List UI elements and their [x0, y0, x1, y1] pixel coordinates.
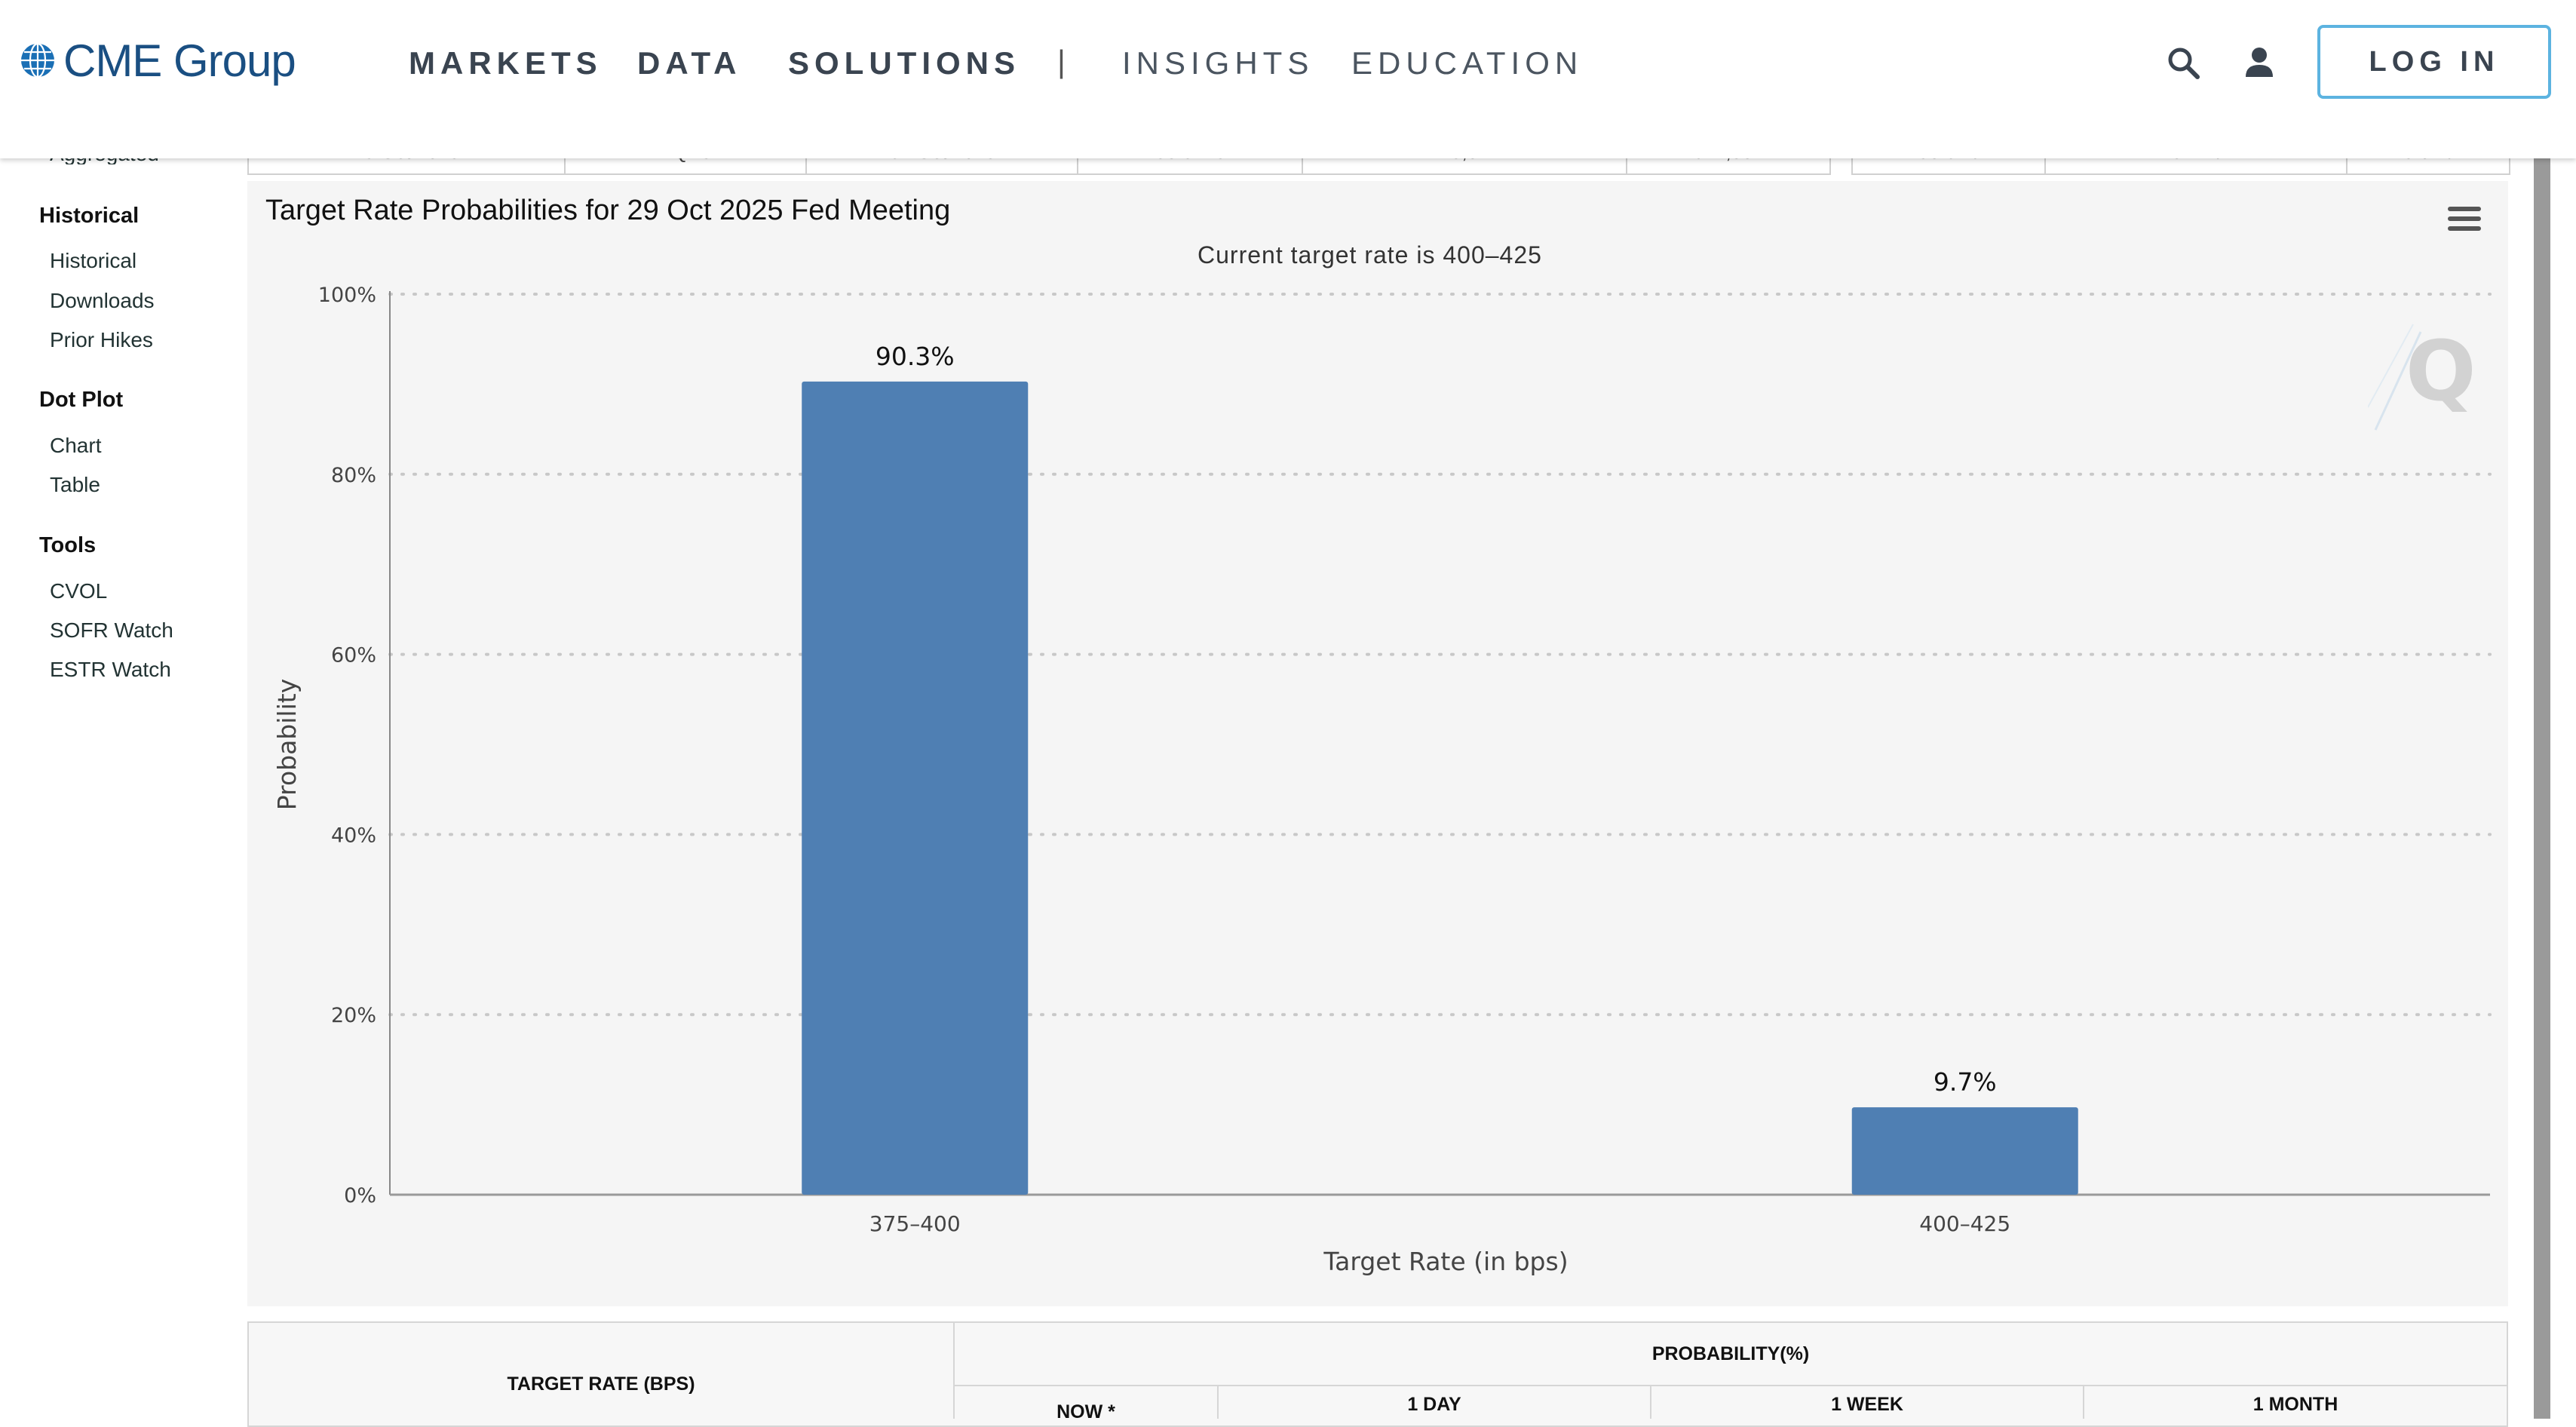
table-divider [953, 1385, 2507, 1386]
site-header: CME Group MARKETS DATA SOLUTIONS | INSIG… [0, 0, 2576, 158]
1-week-header: 1 WEEK [1831, 1394, 1903, 1415]
x-tick-label: 375–400 [869, 1211, 961, 1236]
y-tick-label: 20% [331, 1004, 376, 1027]
cme-logo[interactable]: CME Group [20, 35, 296, 86]
sidebar-item-chart[interactable]: Chart [50, 434, 102, 457]
user-icon[interactable] [2238, 42, 2280, 84]
sidebar-item-estr-watch[interactable]: ESTR Watch [50, 658, 171, 681]
1-month-header: 1 MONTH [2252, 1394, 2338, 1415]
sidebar-item-sofr-watch[interactable]: SOFR Watch [50, 618, 173, 642]
bar-375–400 [802, 381, 1029, 1195]
login-button[interactable]: LOG IN [2317, 25, 2551, 99]
chart-title: Target Rate Probabilities for 29 Oct 202… [265, 195, 951, 226]
table-divider [953, 1323, 955, 1419]
table-divider [2083, 1385, 2084, 1419]
target-rate-header: TARGET RATE (BPS) [507, 1373, 695, 1395]
chart-panel [247, 181, 2508, 1306]
sidebar-section-dot-plot: Dot Plot [39, 388, 124, 412]
1-day-header: 1 DAY [1407, 1394, 1461, 1415]
logo-text: CME Group [63, 35, 296, 86]
sidebar-item-historical[interactable]: Historical [50, 249, 137, 272]
y-axis-title: Probability [272, 679, 302, 810]
nav-data[interactable]: DATA [637, 45, 742, 81]
x-tick-label: 400–425 [1919, 1211, 2010, 1236]
probability-table [247, 1321, 2508, 1427]
page-scrollbar[interactable] [2534, 158, 2550, 1419]
globe-logo-icon [21, 42, 54, 78]
search-icon[interactable] [2163, 42, 2205, 84]
y-tick-label: 100% [318, 284, 376, 307]
nav-separator: | [1057, 44, 1066, 79]
probability-header: PROBABILITY(%) [1651, 1343, 1810, 1364]
sidebar-item-cvol[interactable]: CVOL [50, 579, 108, 603]
x-axis-title: Target Rate (in bps) [1323, 1247, 1568, 1276]
sidebar-section-historical: Historical [39, 204, 140, 228]
bar-400–425 [1851, 1107, 2078, 1195]
nav-education[interactable]: EDUCATION [1351, 45, 1584, 81]
y-tick-label: 60% [331, 644, 376, 667]
y-tick-label: 80% [331, 464, 376, 487]
y-tick-label: 0% [344, 1184, 376, 1208]
nav-solutions[interactable]: SOLUTIONS [788, 45, 1021, 81]
table-divider [1217, 1385, 1219, 1419]
quikstrike-watermark-icon: Q [2368, 323, 2473, 431]
nav-markets[interactable]: MARKETS [409, 45, 603, 81]
sidebar-section-tools: Tools [39, 533, 97, 557]
nav-insights[interactable]: INSIGHTS [1122, 45, 1314, 81]
now-header: NOW * [1056, 1401, 1115, 1422]
data-label: 9.7% [1934, 1067, 1997, 1097]
chart-menu-icon[interactable] [2448, 205, 2481, 232]
sidebar-item-table[interactable]: Table [50, 473, 100, 496]
y-tick-label: 40% [331, 824, 376, 847]
chart-subtitle: Current target rate is 400–425 [1198, 241, 1542, 269]
sidebar-item-prior-hikes[interactable]: Prior Hikes [50, 328, 153, 351]
sidebar-item-downloads[interactable]: Downloads [50, 289, 155, 312]
data-label: 90.3% [876, 342, 955, 371]
table-divider [1650, 1385, 1651, 1419]
